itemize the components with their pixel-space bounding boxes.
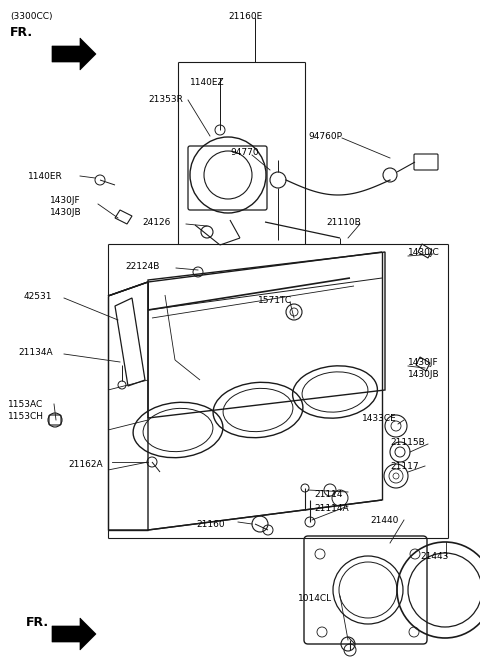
- Text: 1430JB: 1430JB: [408, 370, 440, 379]
- Text: 21160: 21160: [196, 520, 225, 529]
- Text: 21134A: 21134A: [18, 348, 53, 357]
- Text: 21114: 21114: [314, 490, 343, 499]
- Text: FR.: FR.: [26, 616, 49, 629]
- Text: 94760P: 94760P: [308, 132, 342, 141]
- Text: 1140EZ: 1140EZ: [190, 78, 225, 87]
- Text: 1430JF: 1430JF: [408, 358, 439, 367]
- Text: 42531: 42531: [24, 292, 52, 301]
- Text: 1014CL: 1014CL: [298, 594, 332, 603]
- Text: 24126: 24126: [142, 218, 170, 227]
- Polygon shape: [52, 38, 96, 70]
- Text: 22124B: 22124B: [125, 262, 159, 271]
- Text: 1433CE: 1433CE: [362, 414, 397, 423]
- Text: 21160E: 21160E: [228, 12, 262, 21]
- Text: 21117: 21117: [390, 462, 419, 471]
- Polygon shape: [52, 618, 96, 650]
- Text: 1571TC: 1571TC: [258, 296, 292, 305]
- Text: 1430JC: 1430JC: [408, 248, 440, 257]
- Text: 1430JF: 1430JF: [50, 196, 81, 205]
- Text: 1430JB: 1430JB: [50, 208, 82, 217]
- Text: 21114A: 21114A: [314, 504, 348, 513]
- Text: 1153AC: 1153AC: [8, 400, 43, 409]
- Text: 1140ER: 1140ER: [28, 172, 63, 181]
- Text: (3300CC): (3300CC): [10, 12, 52, 21]
- Text: 21440: 21440: [370, 516, 398, 525]
- Text: 21162A: 21162A: [68, 460, 103, 469]
- Text: 21353R: 21353R: [148, 95, 183, 104]
- Text: 21115B: 21115B: [390, 438, 425, 447]
- Text: FR.: FR.: [10, 26, 33, 39]
- Text: 21443: 21443: [420, 552, 448, 561]
- Text: 21110B: 21110B: [326, 218, 361, 227]
- Text: 1153CH: 1153CH: [8, 412, 44, 421]
- Text: 94770: 94770: [230, 148, 259, 157]
